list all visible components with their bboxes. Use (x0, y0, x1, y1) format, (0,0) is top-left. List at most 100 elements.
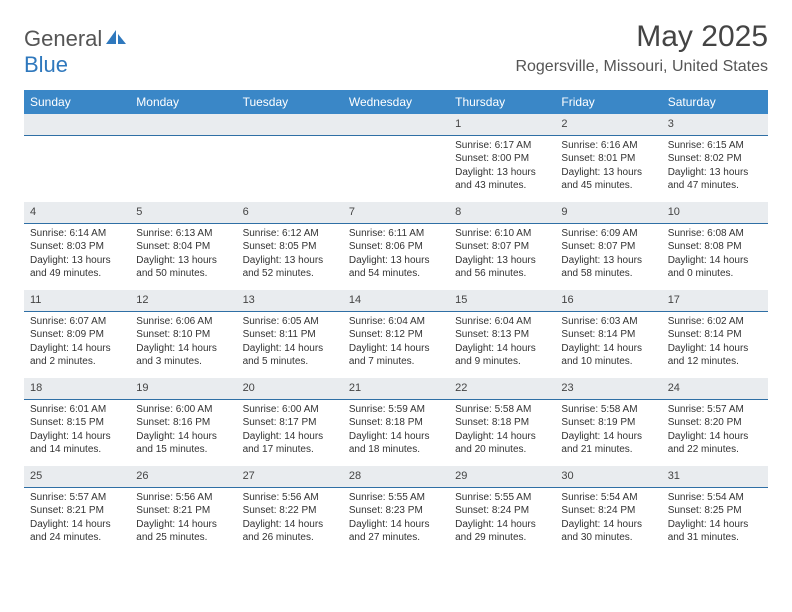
day-number: 24 (662, 378, 768, 400)
day-number: 26 (130, 466, 236, 488)
sunrise-text: Sunrise: 6:17 AM (455, 139, 549, 153)
sunrise-text: Sunrise: 6:09 AM (561, 227, 655, 241)
daylight-text: Daylight: 14 hours and 17 minutes. (243, 430, 337, 457)
day-number: 20 (237, 378, 343, 400)
calendar-day-cell: 2Sunrise: 6:16 AMSunset: 8:01 PMDaylight… (555, 114, 661, 202)
day-number: 2 (555, 114, 661, 136)
day-number: 29 (449, 466, 555, 488)
day-details: Sunrise: 6:04 AMSunset: 8:13 PMDaylight:… (449, 312, 555, 375)
calendar-week-row: 11Sunrise: 6:07 AMSunset: 8:09 PMDayligh… (24, 290, 768, 378)
weekday-header: Saturday (662, 90, 768, 114)
sunrise-text: Sunrise: 6:15 AM (668, 139, 762, 153)
sunrise-text: Sunrise: 6:06 AM (136, 315, 230, 329)
sunset-text: Sunset: 8:22 PM (243, 504, 337, 518)
sunrise-text: Sunrise: 5:55 AM (349, 491, 443, 505)
day-details: Sunrise: 5:56 AMSunset: 8:21 PMDaylight:… (130, 488, 236, 551)
weekday-header: Sunday (24, 90, 130, 114)
logo-text-blue: Blue (24, 52, 68, 77)
calendar-day-cell: 11Sunrise: 6:07 AMSunset: 8:09 PMDayligh… (24, 290, 130, 378)
sunset-text: Sunset: 8:01 PM (561, 152, 655, 166)
calendar-day-cell (24, 114, 130, 202)
day-number: 16 (555, 290, 661, 312)
sunrise-text: Sunrise: 6:07 AM (30, 315, 124, 329)
day-number: 30 (555, 466, 661, 488)
day-number: 13 (237, 290, 343, 312)
daylight-text: Daylight: 14 hours and 7 minutes. (349, 342, 443, 369)
calendar-day-cell: 26Sunrise: 5:56 AMSunset: 8:21 PMDayligh… (130, 466, 236, 558)
day-number: 25 (24, 466, 130, 488)
sunset-text: Sunset: 8:18 PM (349, 416, 443, 430)
daylight-text: Daylight: 14 hours and 30 minutes. (561, 518, 655, 545)
sunset-text: Sunset: 8:00 PM (455, 152, 549, 166)
daylight-text: Daylight: 14 hours and 22 minutes. (668, 430, 762, 457)
weekday-header-row: Sunday Monday Tuesday Wednesday Thursday… (24, 90, 768, 114)
sunset-text: Sunset: 8:23 PM (349, 504, 443, 518)
sunset-text: Sunset: 8:20 PM (668, 416, 762, 430)
sunset-text: Sunset: 8:19 PM (561, 416, 655, 430)
day-number: 17 (662, 290, 768, 312)
sunset-text: Sunset: 8:10 PM (136, 328, 230, 342)
calendar-day-cell: 5Sunrise: 6:13 AMSunset: 8:04 PMDaylight… (130, 202, 236, 290)
daylight-text: Daylight: 14 hours and 27 minutes. (349, 518, 443, 545)
sunset-text: Sunset: 8:16 PM (136, 416, 230, 430)
sunset-text: Sunset: 8:08 PM (668, 240, 762, 254)
sunset-text: Sunset: 8:06 PM (349, 240, 443, 254)
sunrise-text: Sunrise: 6:16 AM (561, 139, 655, 153)
calendar-day-cell: 27Sunrise: 5:56 AMSunset: 8:22 PMDayligh… (237, 466, 343, 558)
logo: General (24, 26, 128, 52)
sunrise-text: Sunrise: 5:59 AM (349, 403, 443, 417)
daylight-text: Daylight: 13 hours and 56 minutes. (455, 254, 549, 281)
daylight-text: Daylight: 14 hours and 25 minutes. (136, 518, 230, 545)
calendar-day-cell (130, 114, 236, 202)
day-details: Sunrise: 5:57 AMSunset: 8:21 PMDaylight:… (24, 488, 130, 551)
daylight-text: Daylight: 14 hours and 21 minutes. (561, 430, 655, 457)
daylight-text: Daylight: 13 hours and 43 minutes. (455, 166, 549, 193)
day-number: 1 (449, 114, 555, 136)
sunrise-text: Sunrise: 6:00 AM (243, 403, 337, 417)
day-number: 14 (343, 290, 449, 312)
sunrise-text: Sunrise: 6:02 AM (668, 315, 762, 329)
sunrise-text: Sunrise: 5:57 AM (30, 491, 124, 505)
calendar-day-cell: 14Sunrise: 6:04 AMSunset: 8:12 PMDayligh… (343, 290, 449, 378)
day-number: 15 (449, 290, 555, 312)
calendar-day-cell: 23Sunrise: 5:58 AMSunset: 8:19 PMDayligh… (555, 378, 661, 466)
calendar-day-cell: 7Sunrise: 6:11 AMSunset: 8:06 PMDaylight… (343, 202, 449, 290)
calendar-day-cell: 3Sunrise: 6:15 AMSunset: 8:02 PMDaylight… (662, 114, 768, 202)
location: Rogersville, Missouri, United States (515, 58, 768, 76)
daylight-text: Daylight: 14 hours and 18 minutes. (349, 430, 443, 457)
sunset-text: Sunset: 8:04 PM (136, 240, 230, 254)
daylight-text: Daylight: 14 hours and 12 minutes. (668, 342, 762, 369)
daylight-text: Daylight: 14 hours and 0 minutes. (668, 254, 762, 281)
daylight-text: Daylight: 13 hours and 50 minutes. (136, 254, 230, 281)
day-number-band (343, 114, 449, 136)
daylight-text: Daylight: 13 hours and 54 minutes. (349, 254, 443, 281)
calendar-day-cell: 20Sunrise: 6:00 AMSunset: 8:17 PMDayligh… (237, 378, 343, 466)
day-details: Sunrise: 5:59 AMSunset: 8:18 PMDaylight:… (343, 400, 449, 463)
sunset-text: Sunset: 8:24 PM (455, 504, 549, 518)
sunset-text: Sunset: 8:05 PM (243, 240, 337, 254)
sunset-text: Sunset: 8:21 PM (136, 504, 230, 518)
calendar-day-cell: 25Sunrise: 5:57 AMSunset: 8:21 PMDayligh… (24, 466, 130, 558)
daylight-text: Daylight: 14 hours and 31 minutes. (668, 518, 762, 545)
daylight-text: Daylight: 14 hours and 10 minutes. (561, 342, 655, 369)
day-number-band (237, 114, 343, 136)
calendar-day-cell: 16Sunrise: 6:03 AMSunset: 8:14 PMDayligh… (555, 290, 661, 378)
sunset-text: Sunset: 8:24 PM (561, 504, 655, 518)
calendar-day-cell: 24Sunrise: 5:57 AMSunset: 8:20 PMDayligh… (662, 378, 768, 466)
daylight-text: Daylight: 13 hours and 58 minutes. (561, 254, 655, 281)
calendar-day-cell: 29Sunrise: 5:55 AMSunset: 8:24 PMDayligh… (449, 466, 555, 558)
calendar-day-cell (343, 114, 449, 202)
calendar-week-row: 1 Sunrise: 6:17 AMSunset: 8:00 PMDaylight… (24, 114, 768, 202)
sunrise-text: Sunrise: 5:56 AM (243, 491, 337, 505)
day-details: Sunrise: 5:55 AMSunset: 8:24 PMDaylight:… (449, 488, 555, 551)
calendar-day-cell: 8Sunrise: 6:10 AMSunset: 8:07 PMDaylight… (449, 202, 555, 290)
calendar-week-row: 25Sunrise: 5:57 AMSunset: 8:21 PMDayligh… (24, 466, 768, 558)
sunrise-text: Sunrise: 5:54 AM (561, 491, 655, 505)
calendar-day-cell: 30 Sunrise: 5:54 AMSunset: 8:24 PMDayligh… (555, 466, 661, 558)
sunrise-text: Sunrise: 6:04 AM (349, 315, 443, 329)
daylight-text: Daylight: 14 hours and 3 minutes. (136, 342, 230, 369)
title-area: May 2025 Rogersville, Missouri, United S… (515, 20, 768, 76)
month-title: May 2025 (515, 20, 768, 54)
day-number: 7 (343, 202, 449, 224)
daylight-text: Daylight: 14 hours and 15 minutes. (136, 430, 230, 457)
